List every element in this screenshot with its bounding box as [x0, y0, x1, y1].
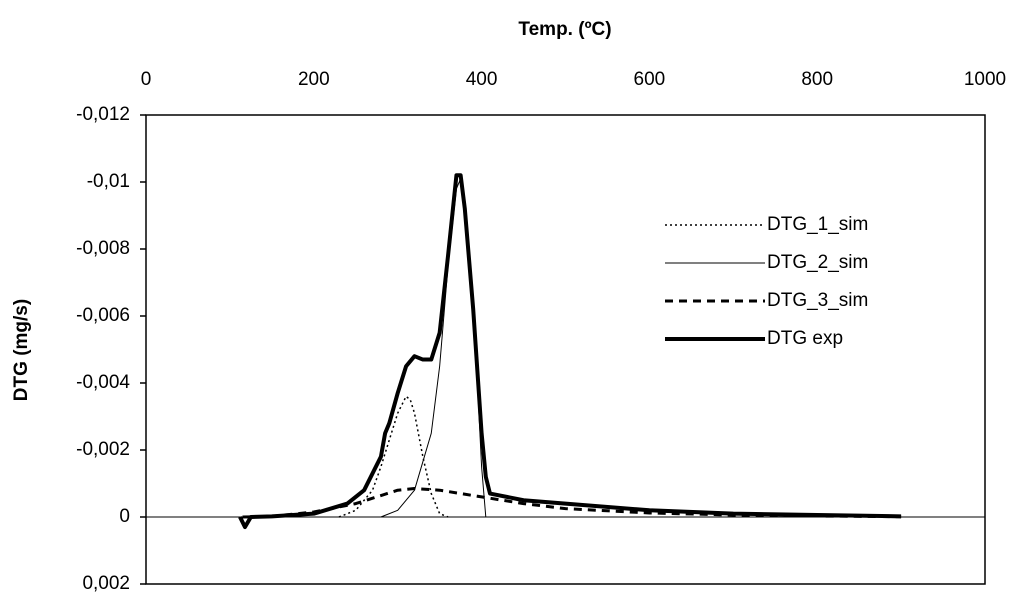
y-tick-label: -0,008 — [76, 238, 130, 259]
legend-label: DTG_3_sim — [767, 290, 868, 311]
plot-frame — [145, 114, 986, 585]
y-tick-label: -0,01 — [87, 171, 130, 192]
y-tick-label: -0,002 — [76, 439, 130, 460]
y-tick-label: -0,012 — [76, 104, 130, 125]
y-tick-label: -0,006 — [76, 305, 130, 326]
x-tick-label: 0 — [141, 69, 152, 90]
x-tick-label: 200 — [298, 69, 330, 90]
x-tick-label: 1000 — [964, 69, 1006, 90]
x-axis-title: Temp. (ºC) — [518, 19, 611, 40]
y-tick-label: 0,002 — [82, 573, 130, 592]
legend-label: DTG exp — [767, 328, 843, 349]
x-tick-label: 800 — [801, 69, 833, 90]
y-tick-label: -0,004 — [76, 372, 130, 393]
y-axis-title: DTG (mg/s) — [11, 299, 32, 401]
series-line — [238, 173, 902, 530]
series-line — [338, 395, 449, 518]
x-tick-label: 600 — [634, 69, 666, 90]
x-tick-label: 400 — [466, 69, 498, 90]
legend-label: DTG_2_sim — [767, 252, 868, 273]
y-tick-label: 0 — [119, 506, 130, 527]
legend-label: DTG_1_sim — [767, 214, 868, 235]
